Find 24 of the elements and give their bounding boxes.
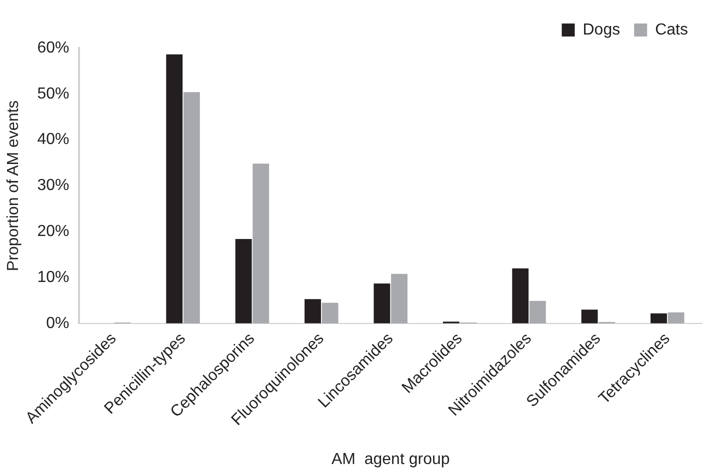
y-tick-label: 30% bbox=[37, 177, 70, 194]
y-tick-label: 40% bbox=[37, 131, 70, 148]
bar bbox=[650, 313, 667, 324]
bar bbox=[235, 238, 252, 324]
bar bbox=[183, 92, 200, 324]
bar bbox=[166, 54, 183, 324]
y-tick-label: 0% bbox=[46, 314, 70, 332]
bar bbox=[374, 283, 390, 324]
y-tick-label: 20% bbox=[37, 223, 70, 240]
legend-label: Cats bbox=[655, 21, 688, 38]
bar bbox=[668, 312, 684, 324]
bar bbox=[322, 302, 338, 324]
legend-label: Dogs bbox=[582, 21, 620, 38]
bar bbox=[391, 274, 408, 324]
y-axis-title: Proportion of AM events bbox=[5, 100, 22, 272]
bar bbox=[512, 268, 529, 324]
x-axis-title: AM agent group bbox=[331, 450, 450, 468]
bar bbox=[252, 164, 270, 324]
bar bbox=[581, 310, 598, 324]
bar bbox=[304, 299, 321, 324]
y-tick-label: 50% bbox=[37, 85, 70, 102]
y-tick-label: 60% bbox=[37, 39, 70, 56]
y-tick-label: 10% bbox=[37, 268, 70, 286]
bar bbox=[529, 300, 546, 324]
